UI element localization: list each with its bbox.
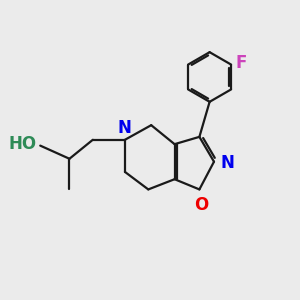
- Text: N: N: [220, 154, 234, 172]
- Text: F: F: [236, 54, 247, 72]
- Text: N: N: [118, 119, 132, 137]
- Text: O: O: [194, 196, 208, 214]
- Text: HO: HO: [9, 135, 37, 153]
